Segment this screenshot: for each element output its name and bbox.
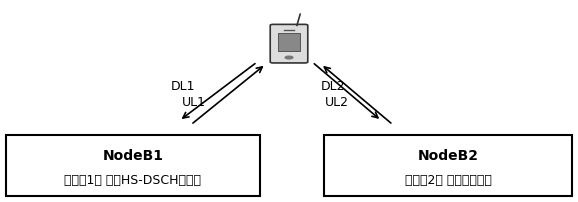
- Text: （小区2： 非服务小区）: （小区2： 非服务小区）: [405, 173, 491, 186]
- Text: DL1: DL1: [171, 79, 195, 92]
- Text: UL2: UL2: [325, 96, 349, 108]
- Text: （小区1： 服务HS-DSCH小区）: （小区1： 服务HS-DSCH小区）: [64, 173, 202, 186]
- Circle shape: [285, 57, 293, 60]
- FancyBboxPatch shape: [270, 25, 307, 64]
- Text: NodeB2: NodeB2: [417, 148, 479, 162]
- FancyBboxPatch shape: [278, 34, 300, 52]
- Text: NodeB1: NodeB1: [102, 148, 164, 162]
- Text: UL1: UL1: [182, 96, 206, 108]
- Bar: [324, 135, 572, 196]
- Text: DL2: DL2: [321, 79, 345, 92]
- Bar: [6, 135, 260, 196]
